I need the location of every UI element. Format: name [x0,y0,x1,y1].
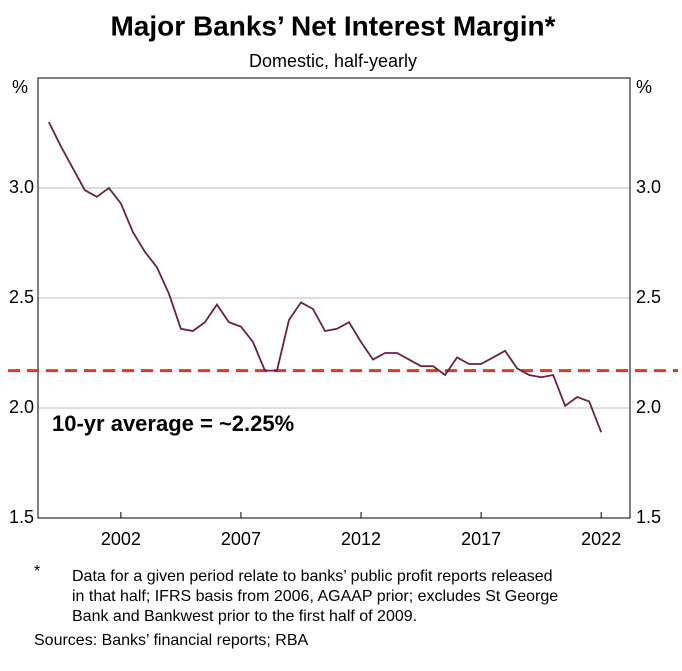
y2-tick-label: 2.0 [636,397,661,417]
y-unit: % [12,77,28,97]
chart-subtitle: Domestic, half-yearly [249,51,417,71]
reference-label: 10-yr average = ~2.25% [52,411,294,436]
x-tick-label: 2007 [221,529,261,549]
y2-tick-label: 2.5 [636,287,661,307]
y2-tick-label: 1.5 [636,507,661,527]
data-line [48,121,603,433]
y-tick-label: 1.5 [9,507,34,527]
footnote-line: in that half; IFRS basis from 2006, AGAA… [72,588,558,605]
y2-unit: % [636,77,652,97]
x-tick-label: 2012 [341,529,381,549]
y-tick-label: 2.0 [9,397,34,417]
plot-frame [37,77,631,519]
footnote-line: Data for a given period relate to banks’… [72,568,553,585]
x-tick-label: 2002 [101,529,141,549]
x-tick-label: 2022 [581,529,621,549]
chart-title: Major Banks’ Net Interest Margin* [110,10,555,41]
y2-tick-label: 3.0 [636,177,661,197]
source: Sources: Banks’ financial reports; RBA [34,632,309,649]
y-tick-label: 3.0 [9,177,34,197]
footnote-line: Bank and Bankwest prior to the first hal… [72,608,417,625]
y-tick-label: 2.5 [9,287,34,307]
x-tick-label: 2017 [461,529,501,549]
footnote-marker: * [34,563,40,580]
